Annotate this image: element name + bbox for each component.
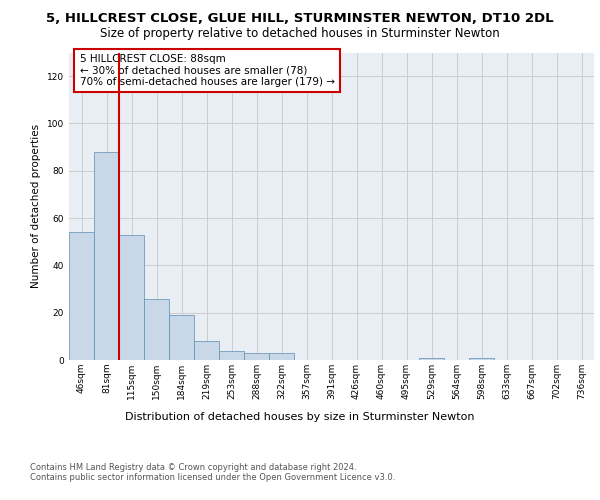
Bar: [144, 298, 169, 360]
Text: Contains HM Land Registry data © Crown copyright and database right 2024.
Contai: Contains HM Land Registry data © Crown c…: [30, 462, 395, 482]
Text: Distribution of detached houses by size in Sturminster Newton: Distribution of detached houses by size …: [125, 412, 475, 422]
Bar: [119, 234, 144, 360]
Bar: [419, 358, 444, 360]
Bar: [169, 315, 194, 360]
Text: Size of property relative to detached houses in Sturminster Newton: Size of property relative to detached ho…: [100, 28, 500, 40]
Text: 5, HILLCREST CLOSE, GLUE HILL, STURMINSTER NEWTON, DT10 2DL: 5, HILLCREST CLOSE, GLUE HILL, STURMINST…: [46, 12, 554, 26]
Bar: [69, 232, 94, 360]
Bar: [194, 341, 219, 360]
Y-axis label: Number of detached properties: Number of detached properties: [31, 124, 41, 288]
Text: 5 HILLCREST CLOSE: 88sqm
← 30% of detached houses are smaller (78)
70% of semi-d: 5 HILLCREST CLOSE: 88sqm ← 30% of detach…: [79, 54, 335, 87]
Bar: [219, 350, 244, 360]
Bar: [269, 353, 294, 360]
Bar: [244, 353, 269, 360]
Bar: [469, 358, 494, 360]
Bar: [94, 152, 119, 360]
